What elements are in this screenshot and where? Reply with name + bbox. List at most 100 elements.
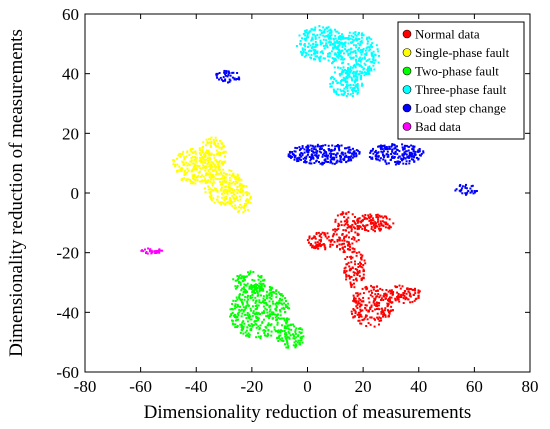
data-point (395, 148, 398, 151)
data-point (197, 171, 200, 174)
data-point (251, 286, 254, 289)
data-point (351, 95, 354, 98)
data-point (359, 59, 361, 62)
data-point (239, 283, 242, 286)
data-point (232, 71, 235, 74)
data-point (418, 148, 421, 151)
data-point (403, 147, 406, 150)
data-point (373, 317, 376, 320)
data-point (335, 47, 338, 50)
data-point (354, 80, 357, 83)
data-point (299, 43, 302, 46)
data-point (249, 315, 252, 318)
data-point (294, 344, 297, 347)
data-point (187, 162, 190, 165)
data-point (260, 294, 262, 297)
data-point (340, 161, 343, 164)
y-tick-label: -60 (56, 363, 79, 382)
data-point (353, 50, 356, 53)
data-point (352, 247, 355, 250)
data-point (255, 319, 258, 322)
data-point (353, 237, 356, 240)
data-point (208, 191, 211, 194)
data-point (391, 148, 394, 151)
data-point (408, 291, 411, 294)
data-point (367, 230, 370, 232)
data-point (262, 288, 265, 291)
data-point (210, 196, 213, 198)
data-point (287, 346, 290, 349)
data-point (370, 69, 373, 72)
data-point (267, 322, 270, 325)
data-point (378, 225, 381, 228)
data-point (319, 33, 322, 36)
data-point (363, 74, 366, 77)
data-point (316, 52, 319, 55)
data-point (368, 67, 371, 70)
data-point (251, 296, 254, 299)
data-point (302, 335, 305, 338)
data-point (204, 154, 207, 157)
data-point (372, 229, 375, 232)
data-point (148, 250, 151, 253)
data-point (251, 290, 254, 293)
data-point (268, 315, 271, 317)
data-point (242, 332, 245, 335)
data-point (201, 160, 204, 163)
data-point (360, 40, 363, 43)
data-point (341, 49, 344, 52)
data-point (221, 196, 224, 199)
data-point (368, 217, 371, 220)
data-point (237, 314, 240, 317)
data-point (344, 41, 347, 44)
data-point (220, 203, 223, 206)
data-point (298, 158, 301, 161)
data-point (236, 186, 239, 188)
data-point (245, 329, 248, 332)
data-point (217, 172, 220, 175)
data-point (412, 293, 415, 296)
data-point (353, 299, 356, 302)
data-point (378, 323, 380, 326)
data-point (253, 286, 256, 289)
data-point (312, 48, 315, 51)
data-point (365, 47, 368, 50)
data-point (201, 174, 203, 177)
data-point (306, 239, 309, 242)
data-point (190, 150, 193, 153)
data-point (343, 52, 345, 55)
data-point (207, 157, 209, 160)
data-point (411, 300, 414, 303)
data-point (372, 57, 375, 60)
data-point (310, 38, 313, 41)
data-point (198, 165, 201, 168)
data-point (275, 304, 278, 307)
data-point (344, 69, 346, 71)
data-point (408, 151, 411, 154)
data-point (349, 93, 352, 96)
data-point (243, 184, 246, 187)
data-point (344, 220, 347, 223)
data-point (346, 77, 349, 80)
data-point (215, 165, 218, 168)
data-point (357, 89, 360, 92)
legend-marker (402, 85, 412, 94)
data-point (310, 162, 313, 165)
data-point (369, 60, 372, 63)
data-point (256, 284, 259, 286)
data-point (354, 33, 357, 36)
data-point (209, 192, 212, 195)
data-point (401, 154, 404, 157)
data-point (371, 42, 374, 45)
data-point (233, 207, 236, 210)
data-point (269, 286, 272, 289)
data-point (336, 48, 339, 50)
data-point (216, 76, 219, 79)
data-point (349, 256, 352, 258)
data-point (364, 63, 367, 66)
data-point (228, 179, 231, 182)
data-point (318, 150, 321, 153)
data-point (357, 63, 359, 66)
data-point (314, 37, 317, 40)
data-point (402, 148, 405, 151)
